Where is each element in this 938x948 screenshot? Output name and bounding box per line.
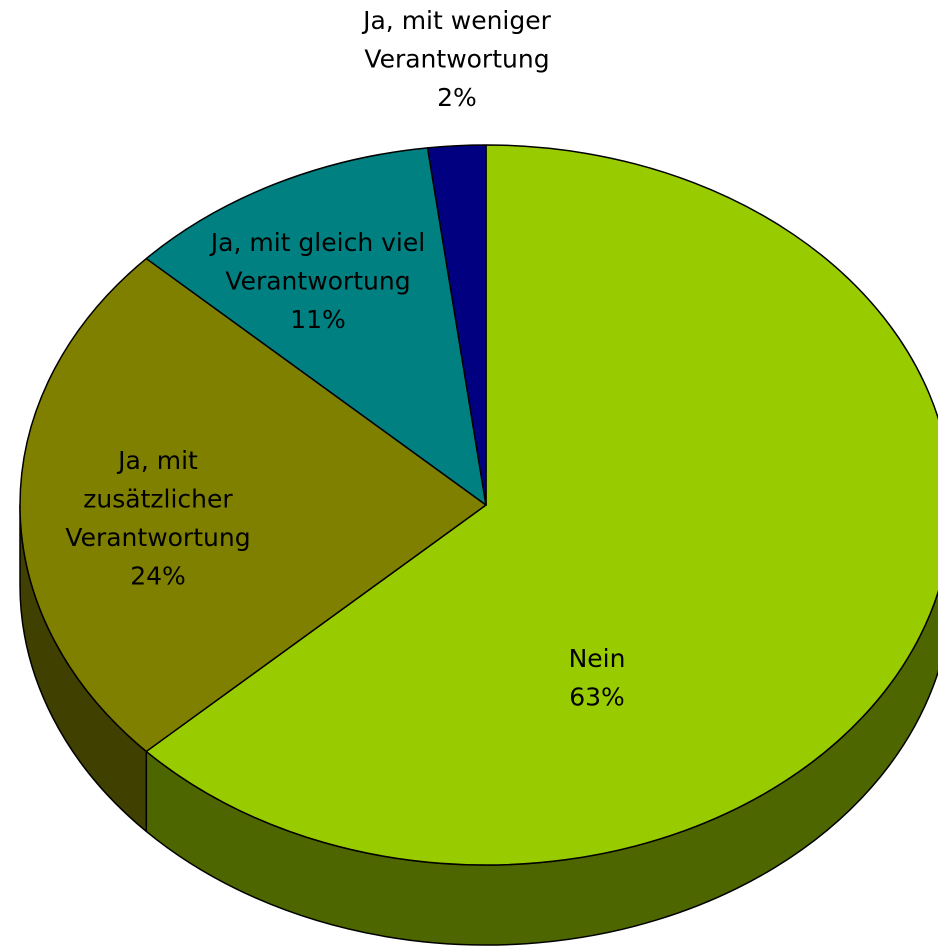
label-line: Nein bbox=[569, 644, 626, 673]
pie-slice bbox=[426, 144, 487, 506]
label-line: Ja, mit gleich viel bbox=[209, 228, 425, 257]
slice-label: Nein bbox=[569, 644, 626, 673]
slice-label: Ja, mit zusätzlicher Verantwortung bbox=[65, 446, 250, 552]
label-line: Ja, mit bbox=[116, 446, 198, 475]
pie-slice bbox=[145, 147, 487, 506]
pie-slice bbox=[19, 257, 487, 753]
label-line: Verantwortung bbox=[225, 267, 410, 296]
value-label: 11% bbox=[290, 305, 346, 334]
slice-label: Ja, mit weniger Verantwortung bbox=[361, 6, 552, 74]
pie-slice bbox=[145, 144, 938, 866]
value-label: 63% bbox=[569, 683, 625, 712]
slice-label: Ja, mit gleich viel Verantwortung bbox=[209, 228, 425, 296]
label-line: Verantwortung bbox=[364, 45, 549, 74]
value-label: 24% bbox=[130, 562, 186, 591]
label-line: Ja, mit weniger bbox=[361, 6, 552, 35]
label-line: zusätzlicher bbox=[83, 485, 233, 514]
value-label: 2% bbox=[437, 83, 477, 112]
label-line: Verantwortung bbox=[65, 523, 250, 552]
